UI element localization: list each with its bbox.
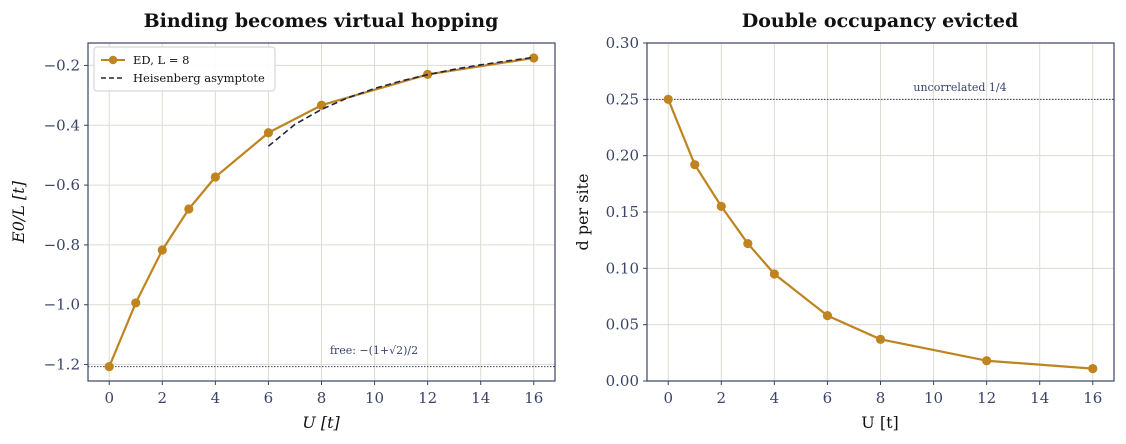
x-tick-label: 16 xyxy=(1083,389,1102,407)
x-tick-label: 4 xyxy=(211,389,221,407)
x-tick-label: 10 xyxy=(365,389,384,407)
x-tick-label: 6 xyxy=(264,389,274,407)
y-tick-label: 0.05 xyxy=(606,316,639,334)
data-point xyxy=(1088,364,1098,374)
y-tick-label: −0.6 xyxy=(44,176,80,194)
legend-label-ed: ED, L = 8 xyxy=(133,53,189,67)
y-tick-label: −0.4 xyxy=(44,116,80,134)
left-ticks: 0 2 4 6 8 10 12 14 16 −1.2 −1.0 −0.8 −0.6 −0.4 −0.2 xyxy=(44,56,544,407)
right-x-axis-label: U [t] xyxy=(861,413,898,432)
x-tick-label: 8 xyxy=(876,389,886,407)
y-tick-label: −0.8 xyxy=(44,236,80,254)
y-tick-label: 0.00 xyxy=(606,372,639,390)
left-chart: Binding becomes virtual hopping 0 2 4 6 8 10 1… xyxy=(9,10,556,432)
data-point xyxy=(690,160,700,170)
right-series xyxy=(663,94,1098,374)
data-point xyxy=(663,94,673,104)
data-point xyxy=(263,128,274,138)
right-y-axis-label: d per site xyxy=(573,174,592,251)
left-y-axis-label: E0/L [t] xyxy=(9,180,28,244)
left-reference-label: free: −(1+√2)/2 xyxy=(330,344,418,357)
data-point xyxy=(131,298,141,308)
x-tick-label: 4 xyxy=(770,389,780,407)
right-ticks: 0 2 4 6 8 10 12 14 16 0.00 0.05 0.10 0.15 0.20 0.25 0.3… xyxy=(606,34,1103,407)
y-tick-label: −1.2 xyxy=(44,356,80,374)
x-tick-label: 12 xyxy=(977,389,996,407)
y-tick-label: 0.30 xyxy=(606,34,639,52)
x-tick-label: 0 xyxy=(663,389,673,407)
left-x-axis-label: U [t] xyxy=(302,413,340,432)
legend-box xyxy=(93,46,276,92)
x-tick-label: 14 xyxy=(1030,389,1049,407)
x-tick-label: 2 xyxy=(158,389,168,407)
x-tick-label: 0 xyxy=(104,389,114,407)
series-line-1 xyxy=(267,56,534,147)
data-point xyxy=(716,201,726,211)
y-tick-label: −1.0 xyxy=(44,296,80,314)
y-tick-label: −0.2 xyxy=(44,56,80,74)
right-chart-title: Double occupancy evicted xyxy=(742,10,1019,32)
right-reference-label: uncorrelated 1/4 xyxy=(913,81,1006,94)
legend-marker-ed xyxy=(108,55,118,65)
legend-label-heisenberg: Heisenberg asymptote xyxy=(133,71,265,85)
x-tick-label: 16 xyxy=(524,389,543,407)
left-series xyxy=(104,53,539,372)
y-tick-label: 0.10 xyxy=(606,259,639,277)
data-point xyxy=(104,362,114,372)
x-tick-label: 6 xyxy=(823,389,833,407)
y-tick-label: 0.20 xyxy=(606,147,639,165)
data-point xyxy=(743,238,753,249)
x-tick-label: 14 xyxy=(471,389,490,407)
right-grid xyxy=(647,42,1114,382)
x-tick-label: 10 xyxy=(924,389,943,407)
y-tick-label: 0.15 xyxy=(606,203,639,221)
data-point xyxy=(184,204,194,214)
left-legend: ED, L = 8 Heisenberg asymptote xyxy=(93,46,276,92)
y-tick-label: 0.25 xyxy=(606,90,639,108)
data-point xyxy=(769,269,779,279)
x-tick-label: 12 xyxy=(418,389,437,407)
left-grid xyxy=(88,43,555,381)
data-point xyxy=(210,172,220,182)
data-point xyxy=(982,356,992,366)
right-chart: Double occupancy evicted 0 2 4 6 8 10 12 14 16 0.… xyxy=(573,10,1115,432)
x-tick-label: 2 xyxy=(717,389,727,407)
data-point xyxy=(529,53,539,63)
data-point xyxy=(157,245,167,255)
left-chart-title: Binding becomes virtual hopping xyxy=(144,10,499,32)
x-tick-label: 8 xyxy=(317,389,327,407)
data-point xyxy=(822,311,833,321)
data-point xyxy=(875,334,886,344)
